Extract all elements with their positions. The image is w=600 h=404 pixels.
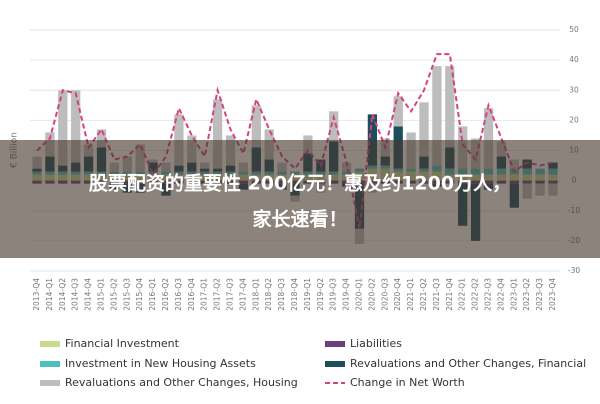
x-tick-label: 2017-Q2 — [213, 278, 222, 311]
y-tick-label: 30 — [569, 85, 579, 94]
x-tick-label: 2013-Q4 — [32, 278, 41, 311]
x-tick-label: 2015-Q4 — [135, 278, 144, 311]
legend-label: Revaluations and Other Changes, Housing — [65, 376, 298, 389]
banner: 股票配资的重要性 200亿元！惠及约1200万人， 家长速看！ — [0, 140, 600, 258]
bar-segment — [58, 90, 68, 166]
bar-segment — [174, 114, 184, 166]
x-tick-label: 2014-Q3 — [71, 278, 80, 311]
bar-segment — [212, 99, 223, 169]
bar-segment — [483, 108, 494, 169]
x-tick-label: 2022-Q4 — [496, 278, 505, 311]
x-tick-label: 2023-Q4 — [548, 278, 557, 311]
x-tick-label: 2019-Q1 — [303, 278, 312, 311]
legend-label: Change in Net Worth — [350, 376, 465, 389]
x-tick-label: 2019-Q4 — [342, 278, 351, 311]
bar-segment — [71, 90, 81, 163]
x-tick-label: 2014-Q2 — [58, 278, 67, 311]
x-tick-label: 2022-Q1 — [458, 278, 467, 311]
legend-label: Investment in New Housing Assets — [65, 357, 256, 370]
bar-segment — [367, 114, 378, 166]
y-tick-label: 50 — [569, 25, 579, 34]
x-tick-label: 2019-Q3 — [329, 278, 338, 311]
x-tick-label: 2017-Q3 — [226, 278, 235, 311]
legend-swatch — [325, 341, 345, 347]
x-tick-label: 2018-Q2 — [264, 278, 273, 311]
x-tick-label: 2023-Q1 — [509, 278, 518, 311]
x-tick-label: 2015-Q1 — [97, 278, 106, 311]
x-tick-label: 2020-Q2 — [367, 278, 376, 311]
x-tick-label: 2016-Q2 — [161, 278, 170, 311]
x-tick-label: 2020-Q3 — [380, 278, 389, 311]
bar-segment — [96, 129, 107, 148]
legend-swatch — [40, 341, 60, 347]
legend-label: Liabilities — [350, 337, 402, 350]
banner-line: 股票配资的重要性 200亿元！惠及约1200万人， — [89, 172, 511, 195]
legend-label: Revaluations and Other Changes, Financia… — [350, 357, 586, 370]
banner-bg — [0, 140, 600, 258]
x-tick-label: 2018-Q4 — [290, 278, 299, 311]
x-tick-label: 2020-Q4 — [393, 278, 402, 311]
x-tick-label: 2016-Q1 — [148, 278, 157, 311]
bar-segment — [419, 102, 429, 157]
legend-label: Financial Investment — [65, 337, 180, 350]
x-tick-label: 2021-Q1 — [406, 278, 415, 311]
x-tick-label: 2015-Q2 — [109, 278, 118, 311]
banner-line: 家长速看！ — [252, 208, 347, 231]
x-tick-label: 2020-Q1 — [355, 278, 364, 311]
bar-segment — [329, 111, 339, 142]
x-tick-label: 2016-Q4 — [187, 278, 196, 311]
x-tick-label: 2015-Q3 — [122, 278, 131, 311]
x-tick-label: 2016-Q3 — [174, 278, 183, 311]
x-tick-label: 2022-Q2 — [471, 278, 480, 311]
x-tick-label: 2017-Q1 — [200, 278, 209, 311]
legend-swatch — [40, 361, 60, 367]
y-tick-label: -30 — [568, 266, 580, 275]
x-tick-label: 2023-Q3 — [535, 278, 544, 311]
x-tick-label: 2014-Q1 — [45, 278, 54, 311]
x-tick-label: 2018-Q1 — [251, 278, 260, 311]
bar-segment — [445, 66, 455, 148]
bar-segment — [393, 96, 403, 127]
x-tick-label: 2021-Q3 — [432, 278, 441, 311]
x-tick-label: 2018-Q3 — [277, 278, 286, 311]
x-tick-label: 2022-Q3 — [484, 278, 493, 311]
x-tick-label: 2021-Q4 — [445, 278, 454, 311]
x-tick-label: 2019-Q2 — [316, 278, 325, 311]
legend-swatch — [325, 361, 345, 367]
bar-segment — [251, 105, 261, 148]
legend-swatch — [40, 380, 60, 386]
x-tick-label: 2023-Q2 — [522, 278, 531, 311]
x-tick-label: 2017-Q4 — [238, 278, 247, 311]
y-tick-label: 40 — [569, 55, 579, 64]
x-tick-label: 2021-Q2 — [419, 278, 428, 311]
x-tick-label: 2014-Q4 — [84, 278, 93, 311]
bar-segment — [432, 66, 442, 166]
y-tick-label: 20 — [569, 115, 579, 124]
